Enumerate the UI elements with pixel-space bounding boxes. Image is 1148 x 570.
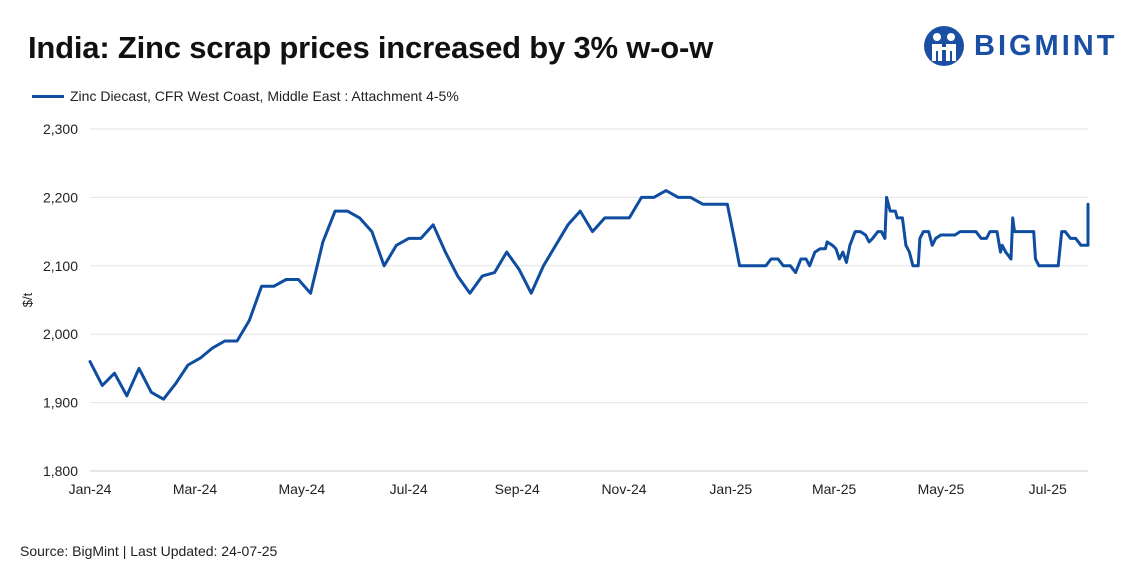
x-axis-ticks: Jan-24 Mar-24 May-24 Jul-24 Sep-24 Nov-24 Jan-… xyxy=(69,481,1067,497)
x-tick-label: Jul-24 xyxy=(390,481,428,497)
series-line-zinc-diecast xyxy=(88,189,1090,401)
legend-label: Zinc Diecast, CFR West Coast, Middle Eas… xyxy=(70,88,459,104)
y-tick-label: 2,300 xyxy=(43,121,78,137)
bigmint-logo-icon xyxy=(924,26,964,66)
line-chart: 1,800 1,900 2,000 2,100 2,200 2,300 Jan-24 Mar… xyxy=(20,121,1090,497)
source-note: Source: BigMint | Last Updated: 24-07-25 xyxy=(20,543,278,559)
y-tick-label: 1,800 xyxy=(43,463,78,479)
x-tick-label: Sep-24 xyxy=(495,481,540,497)
x-tick-label: May-24 xyxy=(279,481,326,497)
y-tick-label: 2,000 xyxy=(43,326,78,342)
y-axis-ticks: 1,800 1,900 2,000 2,100 2,200 2,300 xyxy=(43,121,78,479)
x-tick-label: Jan-25 xyxy=(709,481,752,497)
x-tick-label: May-25 xyxy=(918,481,965,497)
x-tick-label: Mar-25 xyxy=(812,481,857,497)
brand-name: BIGMINT xyxy=(974,29,1118,62)
y-tick-label: 2,100 xyxy=(43,258,78,274)
x-tick-label: Jul-25 xyxy=(1029,481,1067,497)
grid-lines xyxy=(90,128,1088,404)
x-tick-label: Nov-24 xyxy=(601,481,646,497)
y-axis-label: $/t xyxy=(20,292,35,307)
legend-swatch xyxy=(32,94,64,98)
x-tick-label: Mar-24 xyxy=(173,481,218,497)
chart-legend: Zinc Diecast, CFR West Coast, Middle Eas… xyxy=(32,88,459,104)
y-tick-label: 2,200 xyxy=(43,189,78,205)
x-tick-label: Jan-24 xyxy=(69,481,112,497)
y-tick-label: 1,900 xyxy=(43,395,78,411)
page-title: India: Zinc scrap prices increased by 3%… xyxy=(28,30,714,65)
brand-logo: BIGMINT xyxy=(922,22,1117,70)
